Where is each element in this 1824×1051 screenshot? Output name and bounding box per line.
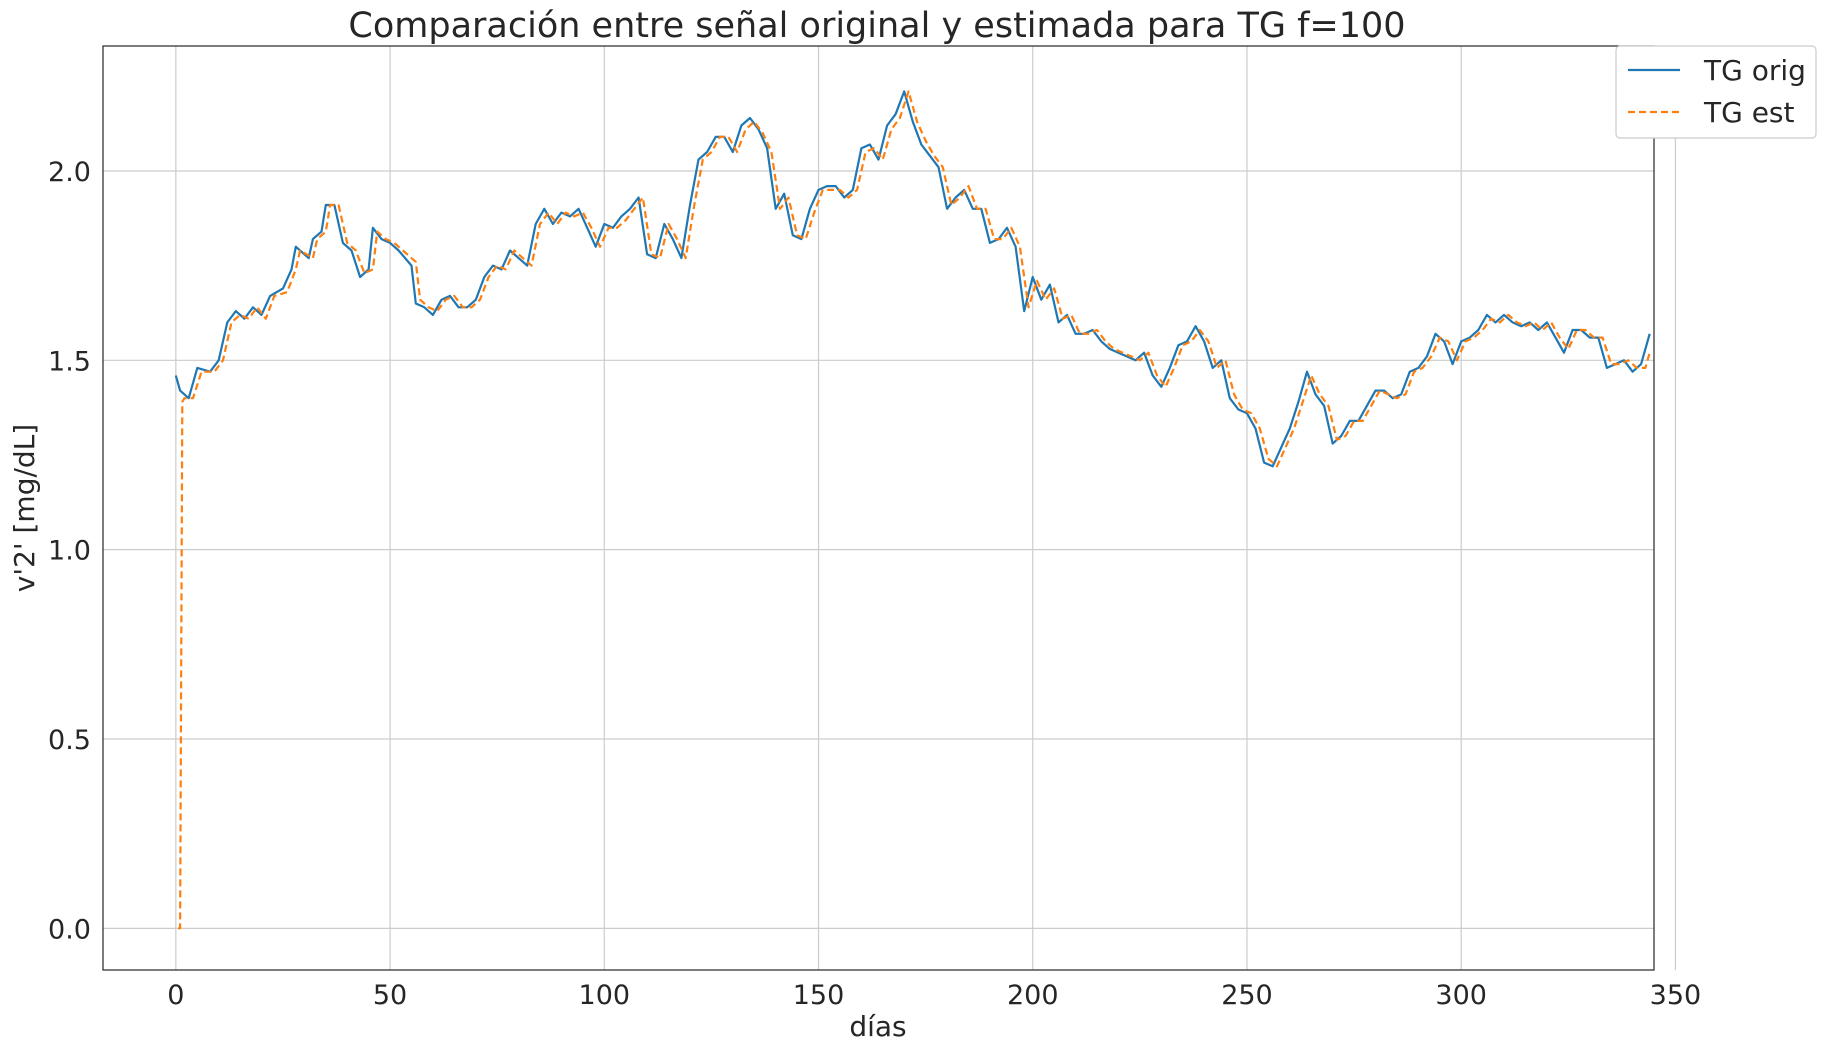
y-axis-label: v'2' [mg/dL]	[8, 424, 41, 592]
x-tick-label: 0	[167, 980, 184, 1011]
series-line-tg-est	[178, 90, 1651, 930]
x-tick-label: 350	[1650, 980, 1702, 1011]
x-tick-label: 200	[1007, 980, 1059, 1011]
legend-label: TG est	[1703, 96, 1795, 129]
legend-label: TG orig	[1703, 54, 1806, 87]
y-tick-label: 0.0	[48, 914, 91, 945]
x-tick-label: 50	[373, 980, 407, 1011]
grid-lines	[103, 46, 1677, 970]
y-tick-label: 1.5	[48, 346, 91, 377]
y-tick-label: 0.5	[48, 725, 91, 756]
tick-labels: 0 50 100 150 200 250 300 350 0.0 0.5 1.0 1.5 2.0	[48, 157, 1701, 1011]
x-tick-label: 250	[1221, 980, 1273, 1011]
x-tick-label: 150	[793, 980, 845, 1011]
plot-frame	[102, 45, 1655, 971]
chart-title: Comparación entre señal original y estim…	[348, 6, 1405, 46]
x-tick-label: 100	[579, 980, 631, 1011]
y-tick-label: 2.0	[48, 157, 91, 188]
plot-series	[174, 90, 1651, 930]
x-tick-label: 300	[1435, 980, 1487, 1011]
x-axis-label: días	[849, 1010, 906, 1043]
y-tick-label: 1.0	[48, 536, 91, 567]
series-line-tg-orig	[174, 90, 1651, 468]
legend: TG orig TG est	[1615, 45, 1817, 139]
